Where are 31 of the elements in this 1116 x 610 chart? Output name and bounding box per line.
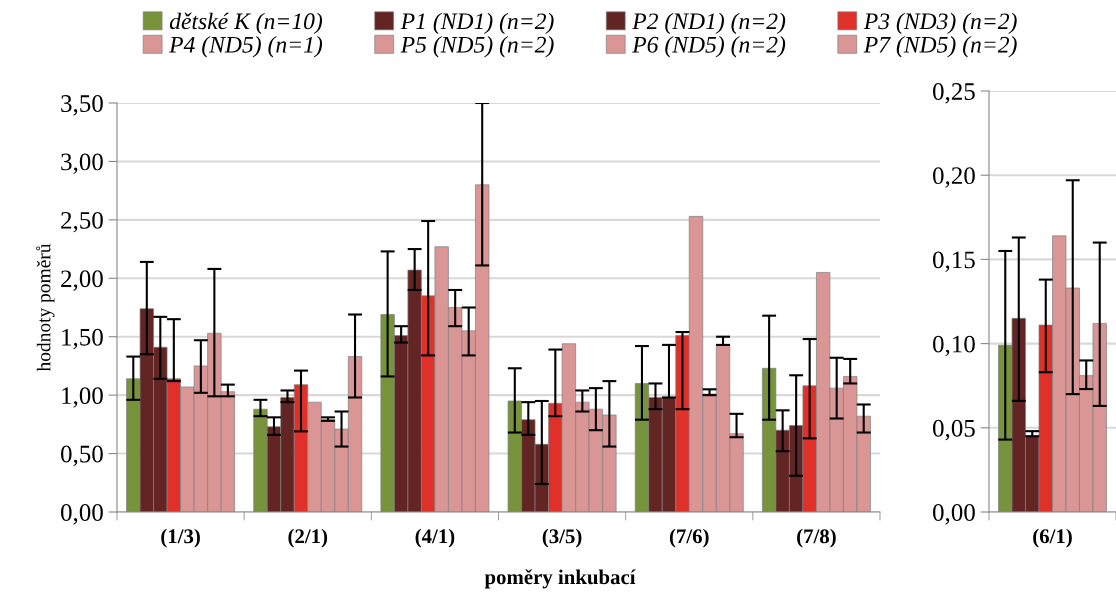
legend-label: P3 (ND3) (n=2) [863, 12, 1017, 35]
x-tick-label: (6/1) [1033, 528, 1072, 548]
x-tick-label: (1/3) [161, 528, 200, 548]
legend-label: P6 (ND5) (n=2) [632, 36, 786, 58]
x-axis-title: poměry inkubací [484, 569, 636, 589]
x-tick-label: (3/5) [542, 528, 582, 548]
x-tick-label: (7/6) [669, 528, 709, 548]
y-tick-label: 0,05 [933, 419, 975, 441]
legend-label: P7 (ND5) (n=2) [863, 36, 1017, 58]
x-tick-label: (7/8) [797, 528, 836, 548]
y-tick-label: 0,20 [933, 167, 975, 188]
x-tick-label: (2/1) [288, 528, 328, 548]
y-tick-label: 0,10 [933, 335, 975, 357]
y-tick-label: 0,00 [61, 504, 103, 525]
y-tick-label: 1,50 [62, 328, 103, 350]
x-tick-label: (4/1) [415, 528, 455, 548]
y-tick-label: 3,50 [61, 95, 103, 116]
y-tick-label: 0,50 [61, 445, 103, 467]
y-tick-label: 2,00 [61, 270, 103, 291]
y-tick-label: 2,50 [61, 211, 103, 233]
legend-label: P2 (ND1) (n=2) [632, 12, 786, 35]
y-tick-label: 0,25 [933, 83, 975, 104]
y-tick-label: 0,15 [933, 251, 975, 272]
y-axis-title: hodnoty poměrů [36, 243, 55, 372]
y-tick-label: 0,00 [933, 504, 975, 525]
legend-label: P4 (ND5) (n=1) [169, 36, 323, 58]
legend-label: P1 (ND1) (n=2) [400, 12, 554, 35]
legend-label: dětské K (n=10) [169, 12, 323, 35]
y-tick-label: 3,00 [61, 153, 103, 174]
y-tick-label: 1,00 [62, 387, 103, 408]
legend-label: P5 (ND5) (n=2) [400, 36, 554, 58]
